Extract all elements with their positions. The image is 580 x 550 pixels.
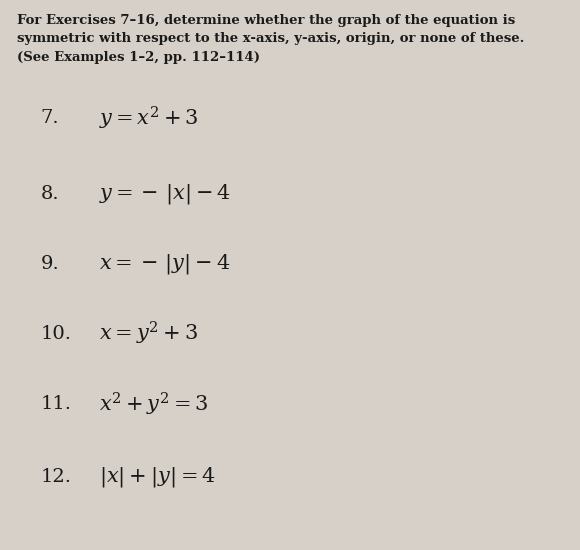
- Text: 7.: 7.: [41, 109, 59, 127]
- Text: 10.: 10.: [41, 325, 71, 343]
- Text: 12.: 12.: [41, 468, 71, 486]
- Text: 11.: 11.: [41, 395, 71, 413]
- Text: $x = y^2 + 3$: $x = y^2 + 3$: [99, 320, 198, 348]
- Text: $x = -{\,}|y| - 4$: $x = -{\,}|y| - 4$: [99, 252, 230, 276]
- Text: $y = -{\,}|x| - 4$: $y = -{\,}|x| - 4$: [99, 182, 231, 206]
- Text: $y = x^2 + 3$: $y = x^2 + 3$: [99, 104, 198, 132]
- Text: $|x| + |y| = 4$: $|x| + |y| = 4$: [99, 465, 215, 489]
- Text: 8.: 8.: [41, 185, 59, 202]
- Text: For Exercises 7–16, determine whether the graph of the equation is
symmetric wit: For Exercises 7–16, determine whether th…: [17, 14, 525, 64]
- Text: 9.: 9.: [41, 255, 59, 273]
- Text: $x^2 + y^2 = 3$: $x^2 + y^2 = 3$: [99, 390, 208, 418]
